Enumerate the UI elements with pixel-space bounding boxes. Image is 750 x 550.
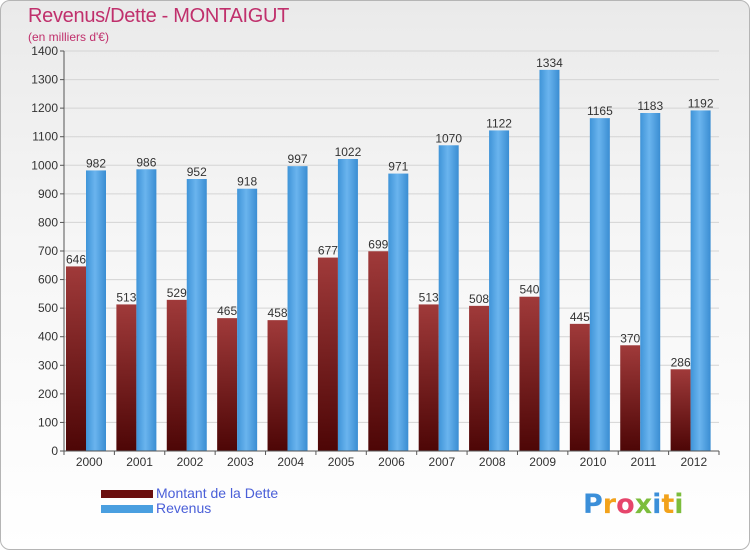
data-label-revenus-2002: 952 [187, 165, 207, 179]
data-label-debt-2000: 646 [66, 252, 86, 266]
bar-debt-2007 [418, 304, 439, 451]
y-tick-label: 400 [38, 330, 58, 344]
y-tick-label: 300 [38, 358, 58, 372]
logo-letter: t [661, 489, 675, 520]
bar-revenus-2007 [438, 145, 459, 452]
data-label-debt-2011: 370 [620, 331, 640, 345]
bar-debt-2009 [519, 296, 540, 451]
bar-revenus-2000 [86, 170, 106, 451]
y-tick-label: 1300 [31, 73, 58, 87]
bar-revenus-2012 [690, 110, 711, 451]
axes: 0 100 200 300 400 500 600 700 800 900 1000 1100 1200… [31, 44, 720, 469]
proxiti-logo: Proxiti [583, 489, 684, 520]
y-tick-label: 1400 [31, 44, 58, 58]
bar-debt-2006 [368, 251, 389, 451]
bar-debt-2002 [166, 299, 187, 451]
x-tick-label-2007: 2007 [429, 455, 456, 469]
x-tick-label-2001: 2001 [126, 455, 153, 469]
bar-debt-2008 [469, 305, 490, 451]
logo-letter: P [583, 489, 603, 520]
y-tick-label: 1100 [32, 130, 58, 144]
logo-letter: i [674, 489, 684, 520]
data-label-debt-2009: 540 [519, 283, 539, 297]
data-label-debt-2010: 445 [570, 310, 590, 324]
chart-title: Revenus/Dette - MONTAIGUT [28, 5, 290, 27]
logo-letter: i [652, 489, 662, 520]
x-tick-label-2005: 2005 [328, 455, 355, 469]
chart-subtitle: (en milliers d'€) [28, 30, 109, 44]
bar-revenus-2005 [337, 159, 358, 451]
bar-revenus-2009 [539, 69, 560, 451]
x-tick-label-2010: 2010 [580, 455, 607, 469]
bar-debt-2010 [569, 323, 590, 451]
y-tick-label: 800 [38, 215, 58, 229]
x-tick-label-2011: 2011 [631, 455, 657, 469]
logo-letter: r [602, 489, 617, 520]
y-tick-label: 0 [51, 444, 58, 458]
data-label-revenus-2003: 918 [237, 175, 257, 189]
y-tick-label: 1000 [31, 158, 58, 172]
logo-letter: o [616, 489, 635, 520]
bar-debt-2004 [267, 320, 288, 451]
x-tick-label-2000: 2000 [76, 455, 103, 469]
y-tick-label: 600 [38, 273, 58, 287]
bar-revenus-2011 [640, 113, 661, 451]
x-tick-label-2009: 2009 [529, 455, 556, 469]
data-label-revenus-2011: 1183 [637, 99, 663, 113]
x-tick-label-2002: 2002 [177, 455, 204, 469]
data-label-debt-2007: 513 [419, 290, 439, 304]
bar-debt-2005 [317, 257, 338, 451]
bar-revenus-2008 [489, 130, 510, 451]
logo-letter: x [634, 489, 653, 520]
data-label-revenus-2012: 1192 [688, 96, 714, 110]
bar-revenus-2003 [237, 188, 258, 451]
data-label-revenus-2004: 997 [288, 152, 308, 166]
y-tick-label: 700 [38, 244, 58, 258]
bar-debt-2012 [670, 369, 691, 451]
x-tick-label-2012: 2012 [680, 455, 707, 469]
data-label-debt-2001: 513 [116, 290, 136, 304]
data-label-revenus-2001: 986 [136, 155, 156, 169]
x-tick-label-2003: 2003 [227, 455, 254, 469]
data-label-revenus-2007: 1070 [435, 131, 462, 145]
data-label-revenus-2009: 1334 [536, 56, 563, 70]
bar-debt-2000 [66, 266, 86, 451]
bar-revenus-2001 [136, 169, 157, 452]
y-tick-label: 900 [38, 187, 58, 201]
data-label-debt-2008: 508 [469, 292, 489, 306]
x-tick-label-2008: 2008 [479, 455, 506, 469]
data-label-debt-2005: 677 [318, 244, 338, 258]
y-tick-label: 1200 [31, 101, 58, 115]
bar-revenus-2002 [186, 179, 207, 451]
bar-revenus-2010 [589, 118, 610, 452]
x-tick-label-2004: 2004 [277, 455, 304, 469]
y-tick-label: 200 [38, 387, 58, 401]
data-label-debt-2003: 465 [217, 304, 237, 318]
data-label-revenus-2006: 971 [388, 160, 408, 174]
legend-label-revenus: Revenus [156, 500, 212, 516]
data-label-debt-2006: 699 [368, 237, 388, 251]
data-label-revenus-2000: 982 [86, 156, 106, 170]
bar-debt-2011 [620, 345, 641, 451]
bars [66, 69, 711, 452]
data-label-revenus-2010: 1165 [587, 104, 613, 118]
data-label-debt-2012: 286 [671, 355, 691, 369]
bar-debt-2001 [116, 304, 137, 451]
data-label-revenus-2005: 1022 [335, 145, 362, 159]
data-label-debt-2002: 529 [167, 286, 187, 300]
bar-revenus-2004 [287, 166, 308, 451]
legend-swatch-revenus [101, 505, 153, 513]
bar-debt-2003 [217, 318, 238, 451]
x-tick-label-2006: 2006 [378, 455, 405, 469]
data-label-debt-2004: 458 [268, 306, 288, 320]
data-label-revenus-2008: 1122 [486, 116, 512, 130]
legend-swatch-debt [101, 490, 153, 498]
legend-label-debt: Montant de la Dette [156, 485, 279, 501]
data-labels: 646 982 513 986 529 952 465 918 458 997 677 1022 699… [66, 56, 714, 369]
y-tick-label: 500 [38, 301, 58, 315]
bar-revenus-2006 [388, 173, 409, 452]
y-tick-label: 100 [38, 415, 58, 429]
